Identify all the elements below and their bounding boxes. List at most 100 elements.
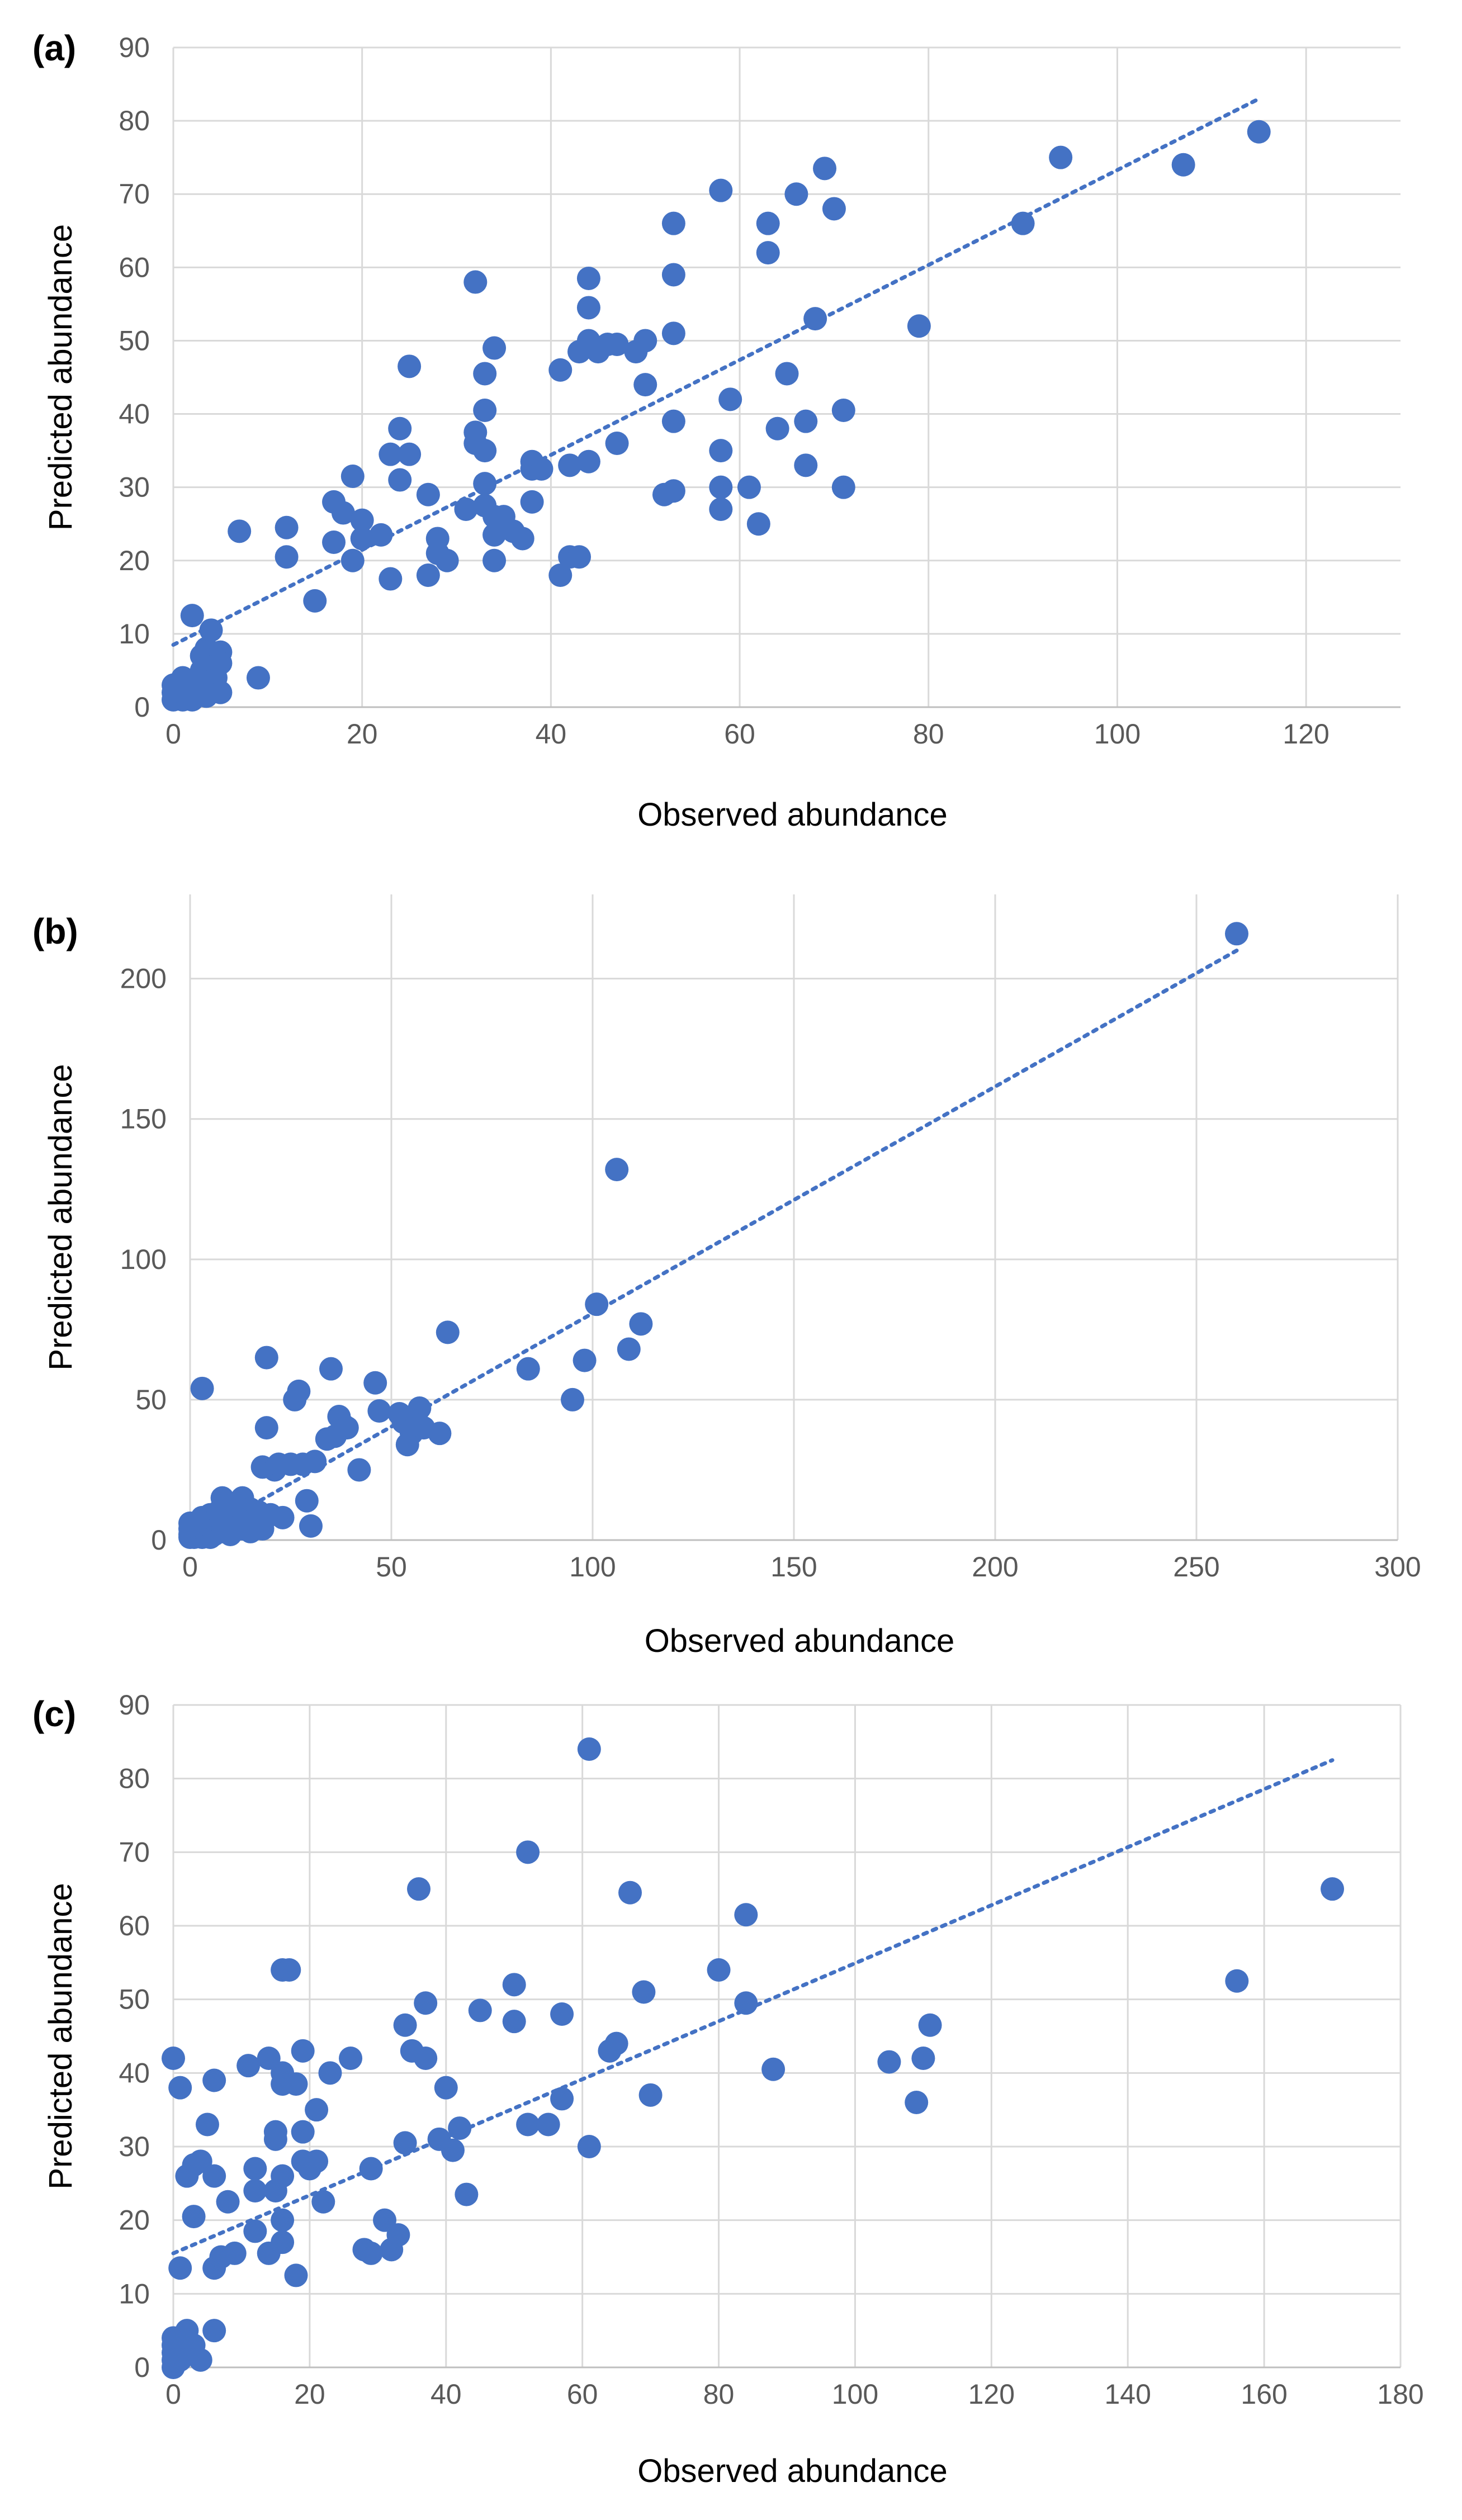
chart-panel-3: 0 20 40 60 80 100 120 140 160 180 0 10 20 30 40 50 60 70 8…: [32, 1689, 1424, 2489]
x-tick-label: 80: [913, 718, 944, 750]
y-tick-label: 0: [134, 2352, 150, 2383]
x-tick-label: 120: [1283, 718, 1329, 750]
data-point: [536, 2112, 560, 2137]
data-point: [202, 2068, 226, 2092]
data-point: [905, 2091, 929, 2114]
data-point: [516, 1357, 540, 1381]
data-point: [756, 211, 780, 235]
data-point: [318, 2061, 342, 2085]
data-point: [510, 527, 534, 551]
data-point: [734, 1903, 758, 1927]
x-tick-label: 100: [832, 2379, 878, 2410]
data-point: [182, 2205, 206, 2229]
data-point: [243, 2219, 267, 2243]
panel-label: (c): [32, 1694, 76, 1734]
data-point: [263, 2120, 287, 2144]
panel-label: (b): [32, 911, 78, 951]
data-point: [516, 2112, 540, 2137]
data-point: [550, 2087, 574, 2111]
x-tick-label: 250: [1173, 1551, 1219, 1583]
data-point: [335, 1416, 359, 1440]
data-point: [877, 2050, 901, 2074]
data-point: [765, 416, 789, 440]
data-point: [271, 2164, 295, 2188]
data-point: [585, 1292, 609, 1316]
y-tick-label: 40: [119, 2057, 150, 2088]
chart-panel-1: 0 20 40 60 80 100 120 0 10 20 30 40 50 60 70 80 90 (a) Obs…: [32, 28, 1401, 833]
data-point: [435, 548, 459, 572]
data-point: [340, 465, 365, 488]
y-tick-label: 70: [119, 1836, 150, 1868]
data-point: [502, 2010, 526, 2034]
data-point: [331, 501, 355, 525]
data-point: [803, 307, 827, 331]
data-point: [709, 178, 733, 202]
data-point: [482, 523, 507, 547]
data-point: [393, 2013, 417, 2037]
data-point: [482, 548, 507, 572]
y-tick-label: 50: [119, 1984, 150, 2015]
data-point: [516, 1840, 540, 1864]
data-point: [414, 1991, 438, 2015]
data-point: [340, 548, 365, 572]
data-point: [1225, 922, 1248, 946]
data-point: [291, 2039, 315, 2063]
data-point: [550, 2002, 574, 2026]
data-point: [416, 482, 440, 506]
data-point: [319, 1357, 343, 1381]
data-point: [605, 432, 629, 455]
y-tick-label: 50: [135, 1384, 167, 1415]
data-point: [661, 409, 685, 433]
data-point: [223, 2241, 247, 2265]
data-point: [257, 2047, 281, 2070]
y-tick-label: 100: [120, 1244, 167, 1275]
y-tick-label: 10: [119, 2278, 150, 2309]
data-point: [561, 1387, 584, 1411]
data-point: [831, 399, 855, 422]
data-point: [284, 2072, 308, 2096]
data-point: [761, 2057, 786, 2081]
data-point: [188, 2348, 212, 2372]
data-point: [709, 498, 733, 521]
x-tick-label: 60: [724, 718, 755, 750]
x-tick-label: 80: [703, 2379, 735, 2410]
data-point: [707, 1958, 731, 1982]
data-point: [558, 453, 582, 477]
y-tick-label: 10: [119, 618, 150, 650]
data-point: [548, 358, 573, 382]
data-point: [168, 2076, 192, 2100]
data-point: [369, 523, 393, 547]
data-point: [414, 2047, 438, 2070]
data-point: [275, 545, 299, 569]
y-tick-label: 30: [119, 472, 150, 503]
data-point: [911, 2047, 935, 2070]
data-point: [303, 589, 327, 613]
y-axis-title: Predicted abundance: [42, 1064, 79, 1370]
x-axis-title: Observed abundance: [637, 797, 948, 833]
data-point: [188, 2149, 212, 2173]
data-point: [436, 1320, 460, 1344]
data-point: [209, 680, 233, 704]
data-point: [822, 197, 846, 221]
data-point: [473, 399, 497, 422]
data-point: [322, 530, 346, 554]
data-point: [195, 2112, 219, 2137]
data-point: [756, 241, 780, 265]
data-point: [407, 1877, 430, 1901]
data-point: [243, 2179, 267, 2202]
y-tick-label: 20: [119, 545, 150, 576]
data-point: [1171, 153, 1195, 177]
data-point: [271, 1505, 295, 1529]
data-point: [202, 2319, 226, 2343]
data-point: [576, 296, 600, 320]
data-point: [813, 157, 837, 181]
y-tick-label: 80: [119, 1763, 150, 1794]
x-tick-label: 0: [182, 1551, 198, 1583]
data-point: [243, 2157, 267, 2181]
y-tick-label: 0: [134, 691, 150, 723]
x-tick-label: 0: [165, 718, 181, 750]
y-tick-label: 60: [119, 252, 150, 283]
x-tick-label: 100: [569, 1551, 616, 1583]
data-point: [216, 2190, 240, 2214]
data-point: [775, 362, 799, 386]
